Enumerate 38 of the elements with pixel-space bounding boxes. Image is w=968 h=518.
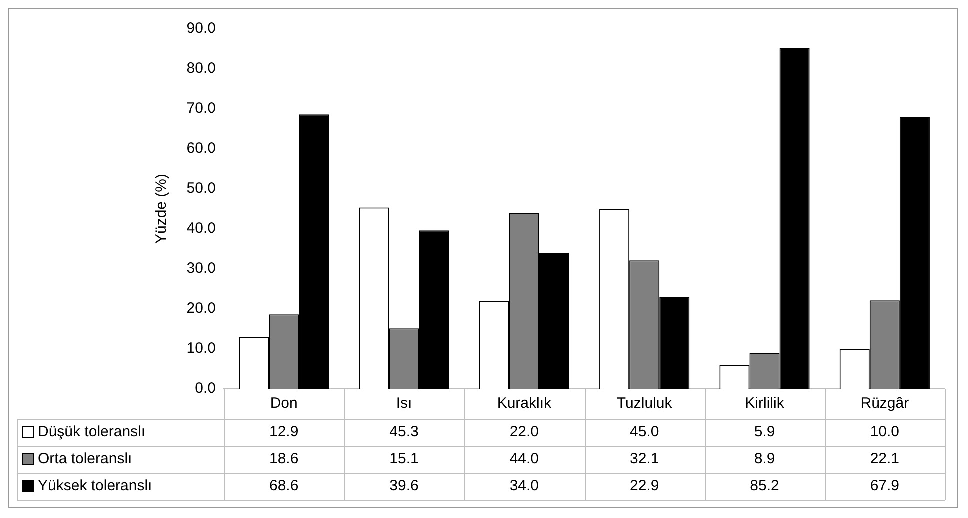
x-tick-label: Kuraklık — [497, 395, 552, 412]
data-label: 22.9 — [630, 478, 660, 495]
data-label: 39.6 — [390, 478, 419, 495]
y-tick-label: 10.0 — [186, 340, 216, 358]
y-tick-label: 50.0 — [186, 180, 216, 198]
legend-label: Yüksek toleranslı — [38, 478, 152, 495]
data-label: 22.1 — [870, 450, 900, 468]
y-tick-label: 20.0 — [186, 300, 216, 318]
data-label: 12.9 — [269, 424, 299, 441]
data-label: 5.9 — [754, 424, 776, 441]
data-label: 22.0 — [510, 424, 540, 441]
y-tick-label: 60.0 — [186, 140, 216, 158]
data-label: 45.3 — [390, 424, 419, 441]
x-tick-label: Kirlilik — [745, 395, 785, 412]
y-tick-label: 80.0 — [186, 60, 216, 78]
x-tick-label: Isı — [396, 395, 412, 412]
data-label: 85.2 — [750, 478, 780, 495]
data-label: 18.6 — [269, 450, 299, 468]
legend-label: Düşük toleranslı — [38, 424, 146, 441]
data-label: 15.1 — [390, 450, 419, 468]
data-label: 34.0 — [510, 478, 540, 495]
data-label: 67.9 — [870, 478, 900, 495]
y-tick-label: 90.0 — [186, 20, 216, 38]
legend-label: Orta toleranslı — [38, 450, 132, 468]
y-axis-title: Yüzde (%) — [153, 174, 170, 244]
x-tick-label: Rüzgâr — [860, 395, 910, 412]
x-tick-label: Tuzluluk — [616, 395, 673, 412]
y-tick-label: 40.0 — [186, 220, 216, 238]
y-tick-label: 30.0 — [186, 260, 216, 278]
data-label: 45.0 — [630, 424, 660, 441]
y-tick-label: 70.0 — [186, 100, 216, 118]
data-label: 10.0 — [870, 424, 900, 441]
y-tick-label: 0.0 — [195, 380, 216, 398]
x-tick-label: Don — [270, 395, 298, 412]
data-label: 32.1 — [630, 450, 660, 468]
data-label: 8.9 — [754, 450, 776, 468]
data-label: 68.6 — [269, 478, 299, 495]
data-label: 44.0 — [510, 450, 540, 468]
